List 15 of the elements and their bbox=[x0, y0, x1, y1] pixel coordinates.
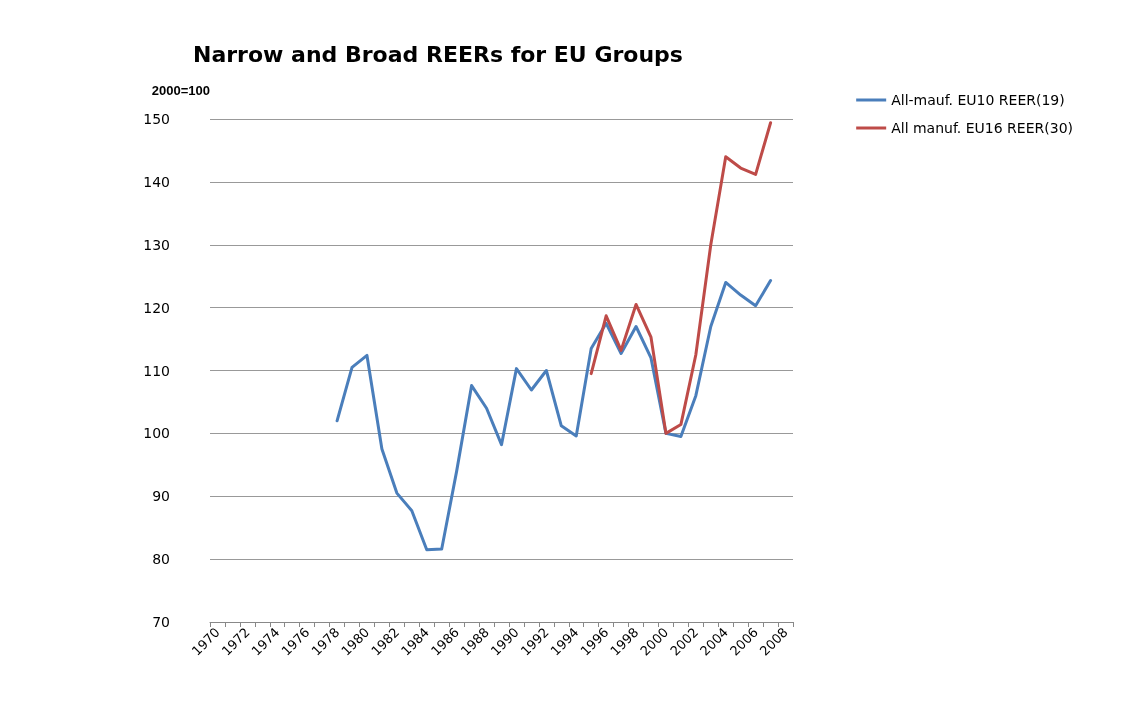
chart-title: Narrow and Broad REERs for EU Groups bbox=[193, 41, 683, 67]
y-tick-label: 120 bbox=[143, 299, 170, 316]
line-series bbox=[335, 279, 773, 552]
y-tick-label: 70 bbox=[152, 614, 170, 630]
y-tick-label: 140 bbox=[143, 173, 170, 190]
y-tick-label: 90 bbox=[152, 488, 170, 505]
y-axis-title: 2000=100 bbox=[151, 83, 210, 98]
y-tick-label: 100 bbox=[143, 425, 170, 442]
line-series bbox=[589, 121, 773, 435]
y-tick-label: 150 bbox=[143, 111, 170, 127]
y-tick-label: 110 bbox=[143, 362, 170, 379]
legend-label: All-mauf. EU10 REER(19) bbox=[891, 92, 1065, 108]
y-tick-label: 80 bbox=[152, 551, 170, 568]
y-tick-label: 130 bbox=[143, 236, 170, 253]
legend-label: All manuf. EU16 REER(30) bbox=[891, 120, 1074, 136]
